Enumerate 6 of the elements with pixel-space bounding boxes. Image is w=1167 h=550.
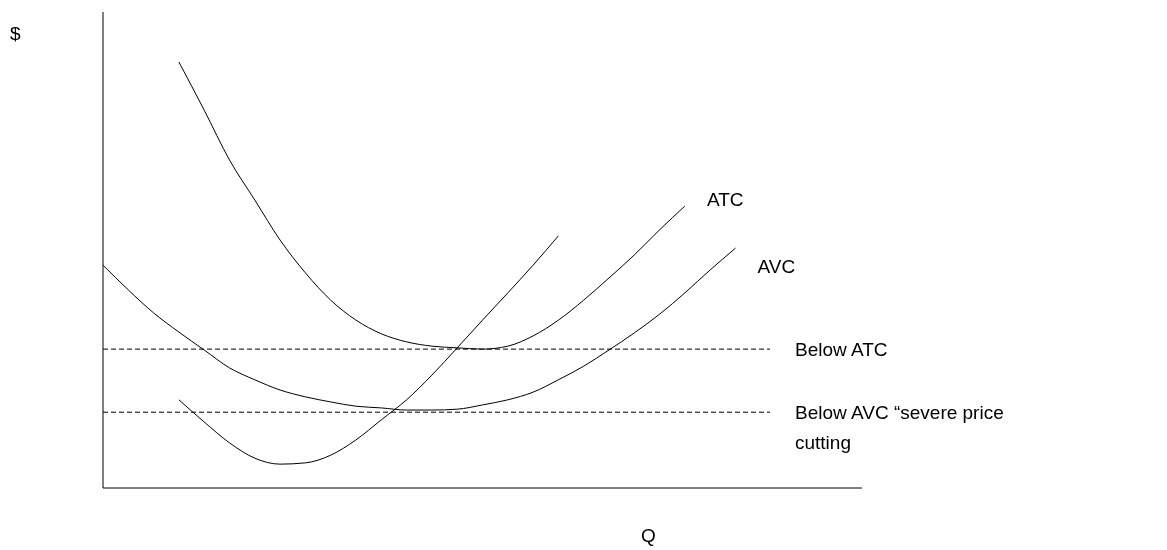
ref-line-label: Below ATC — [795, 339, 888, 361]
y-axis-title: $ — [10, 23, 21, 44]
series-label: ATC — [706, 188, 744, 210]
x-axis-title: Q — [641, 525, 656, 546]
series-label: AVC — [757, 256, 796, 278]
ref-line-label: Below AVC “severe price cutting — [795, 402, 1004, 454]
